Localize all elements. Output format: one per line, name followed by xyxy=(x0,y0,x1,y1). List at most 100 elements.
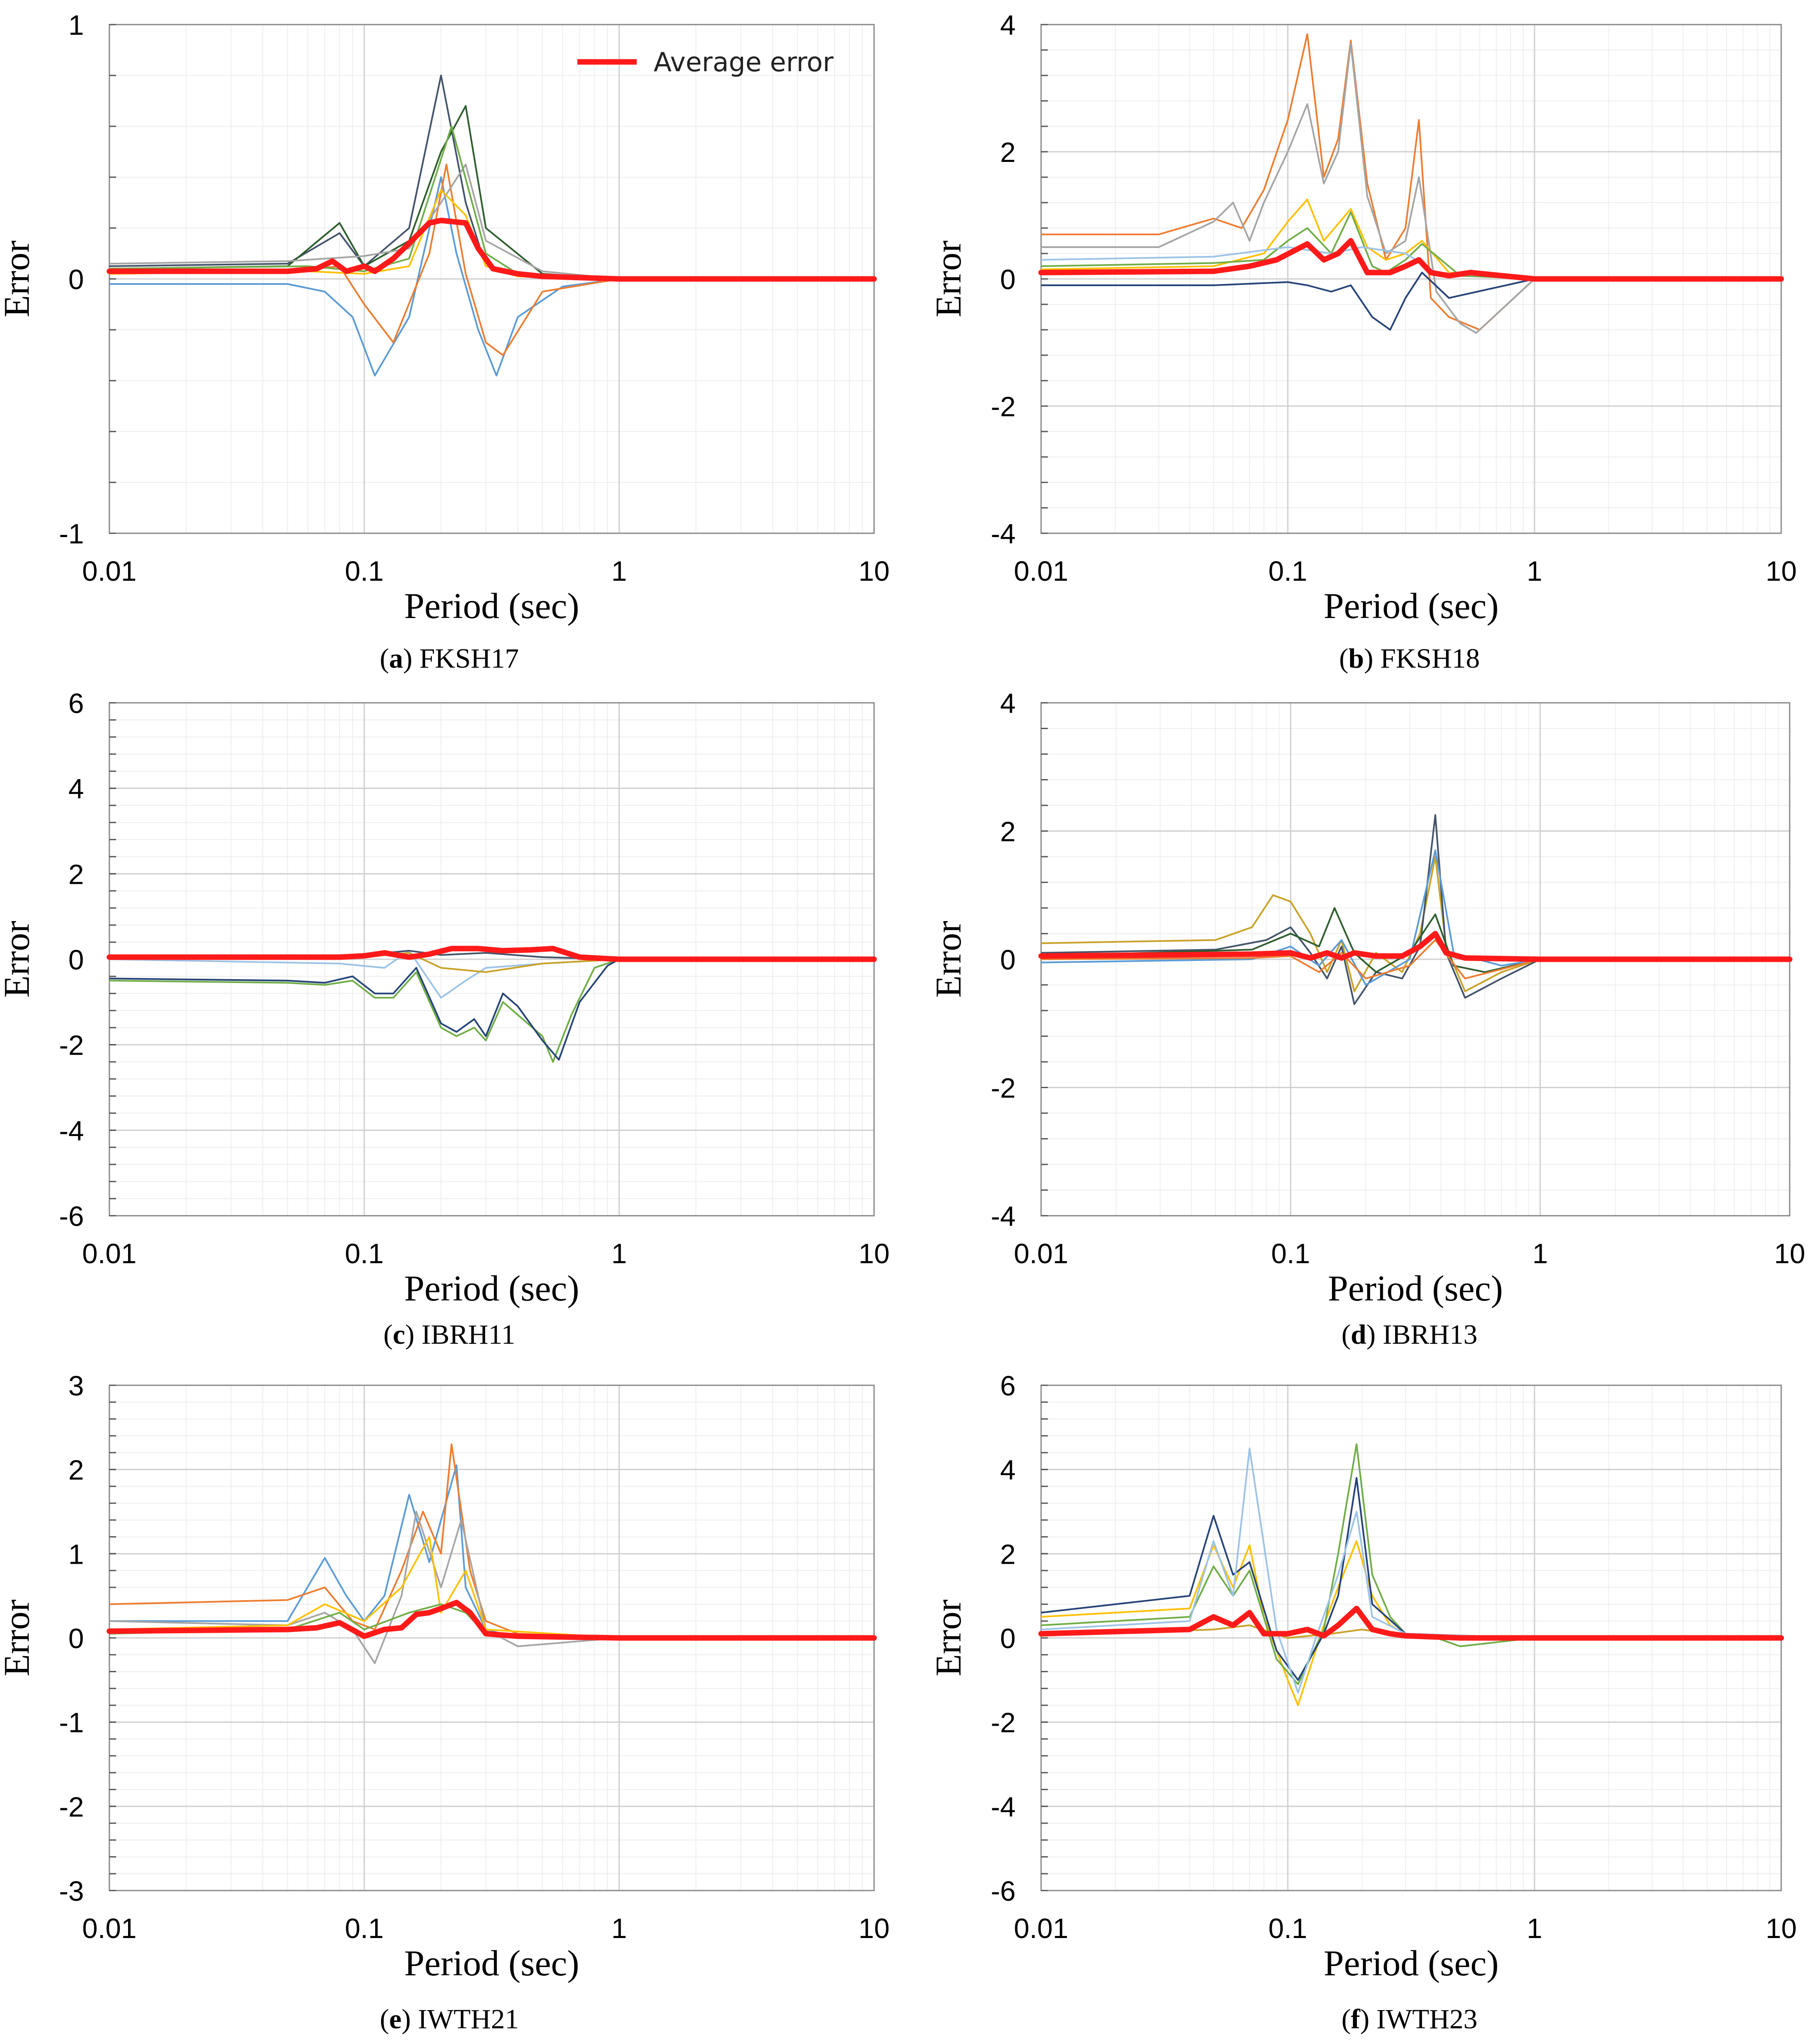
x-tick-label: 0.01 xyxy=(82,1913,136,1944)
sample-series-line xyxy=(1041,856,1790,992)
panel-caption: (d) IBRH13 xyxy=(1342,1319,1478,1350)
y-tick-label: 1 xyxy=(68,9,84,41)
panel-b: 0.01 0.1 1 10 -4 -2 0 2 4 Period (sec) Error (b) FK… xyxy=(928,9,1797,674)
x-tick-label: 10 xyxy=(858,555,889,587)
average-error-line xyxy=(106,217,877,282)
y-tick-label: 6 xyxy=(68,688,84,719)
y-tick-label: 1 xyxy=(68,1538,84,1570)
average-error-line xyxy=(106,946,877,962)
panel-caption: (b) FKSH18 xyxy=(1339,643,1480,674)
y-tick-label: -4 xyxy=(59,1115,84,1146)
y-tick-label: 2 xyxy=(68,858,84,890)
sample-series-line xyxy=(1041,272,1781,331)
x-tick-label: 0.1 xyxy=(1268,1913,1307,1944)
x-tick-label: 0.1 xyxy=(1271,1238,1310,1269)
x-axis-title: Period (sec) xyxy=(1328,1268,1503,1309)
x-axis-title: Period (sec) xyxy=(404,1943,579,1983)
average-error-line xyxy=(106,1600,877,1641)
y-tick-label: 0 xyxy=(68,944,84,975)
sample-series-line xyxy=(109,1536,874,1639)
sample-series-line xyxy=(109,176,874,376)
y-tick-label: 3 xyxy=(68,1370,84,1401)
y-tick-label: 2 xyxy=(68,1454,84,1486)
x-axis-title: Period (sec) xyxy=(404,1268,579,1309)
sample-series-line xyxy=(1041,211,1781,280)
y-tick-label: -3 xyxy=(59,1875,84,1907)
x-tick-label: 1 xyxy=(611,1238,627,1269)
sample-series-line xyxy=(1041,939,1790,980)
x-tick-label: 10 xyxy=(1774,1238,1805,1269)
y-tick-label: -1 xyxy=(59,1707,84,1738)
y-tick-label: 0 xyxy=(68,264,84,295)
y-axis-title: Error xyxy=(0,921,37,997)
y-tick-label: 4 xyxy=(1000,688,1016,719)
series-group xyxy=(1038,33,1784,334)
y-tick-label: -6 xyxy=(991,1875,1016,1907)
y-tick-label: 0 xyxy=(1000,264,1016,295)
y-tick-label: -6 xyxy=(59,1200,84,1232)
x-tick-label: 0.1 xyxy=(1268,555,1307,587)
y-tick-label: -4 xyxy=(991,518,1016,549)
y-tick-label: 0 xyxy=(1000,1623,1016,1654)
sample-series-line xyxy=(1041,1477,1781,1681)
x-tick-label: 1 xyxy=(611,555,627,587)
average-error-line xyxy=(1038,931,1793,962)
panel-d: 0.01 0.1 1 10 -4 -2 0 2 4 Period (sec) Error (d) IB… xyxy=(928,688,1805,1350)
x-tick-label: 0.1 xyxy=(345,555,384,587)
y-tick-label: -2 xyxy=(59,1030,84,1061)
x-tick-label: 1 xyxy=(1527,1913,1543,1944)
x-tick-label: 1 xyxy=(1527,555,1543,587)
panel-caption: (e) IWTH21 xyxy=(380,2004,519,2035)
y-axis-title: Error xyxy=(928,1599,969,1676)
legend: Average error xyxy=(577,47,834,78)
x-tick-label: 0.1 xyxy=(345,1238,384,1269)
y-tick-label: -1 xyxy=(59,518,84,549)
y-tick-label: 2 xyxy=(1000,136,1016,168)
sample-series-line xyxy=(1041,1443,1781,1685)
y-tick-label: 4 xyxy=(1000,1454,1016,1486)
sample-series-line xyxy=(1041,907,1790,973)
legend-label: Average error xyxy=(654,47,834,78)
panel-f: 0.01 0.1 1 10 -6 -4 -2 0 2 4 6 Period (sec) Error (f)… xyxy=(928,1370,1797,2035)
x-axis-title: Period (sec) xyxy=(1323,1943,1498,1983)
sample-series-line xyxy=(1041,43,1781,334)
x-tick-label: 0.01 xyxy=(1014,1238,1068,1269)
y-axis-title: Error xyxy=(0,1599,37,1676)
x-tick-label: 0.01 xyxy=(82,555,136,587)
y-tick-label: 6 xyxy=(1000,1370,1016,1401)
x-tick-label: 0.1 xyxy=(345,1913,384,1944)
x-tick-label: 0.01 xyxy=(1014,1913,1068,1944)
panel-e: 0.01 0.1 1 10 -3 -2 -1 0 1 2 3 Period (sec) Error (e)… xyxy=(0,1370,890,2035)
sample-series-line xyxy=(109,958,874,1063)
x-tick-label: 10 xyxy=(858,1238,889,1269)
panel-caption: (c) IBRH11 xyxy=(384,1319,515,1350)
x-axis-title: Period (sec) xyxy=(1323,585,1498,626)
x-tick-label: 10 xyxy=(1766,555,1796,587)
series-group xyxy=(106,75,877,376)
y-tick-label: 2 xyxy=(1000,816,1016,847)
y-tick-label: -2 xyxy=(991,1707,1016,1738)
x-tick-label: 0.01 xyxy=(1014,555,1068,587)
sample-series-line xyxy=(1041,33,1781,331)
x-tick-label: 10 xyxy=(1766,1913,1796,1944)
y-tick-label: 0 xyxy=(68,1623,84,1654)
sample-series-line xyxy=(109,1511,874,1664)
y-tick-label: -4 xyxy=(991,1200,1016,1232)
average-error-line xyxy=(1038,238,1784,282)
y-tick-label: 0 xyxy=(1000,944,1016,975)
y-tick-label: -4 xyxy=(991,1791,1016,1822)
x-tick-label: 1 xyxy=(1532,1238,1548,1269)
panel-caption: (f) IWTH23 xyxy=(1342,2004,1478,2035)
y-tick-label: 4 xyxy=(68,773,84,805)
panel-c: 0.01 0.1 1 10 -6 -4 -2 0 2 4 6 Period (sec) Error (c)… xyxy=(0,688,890,1350)
x-axis-title: Period (sec) xyxy=(404,585,579,626)
y-tick-label: -2 xyxy=(991,1072,1016,1104)
sample-series-line xyxy=(1041,1448,1781,1694)
series-group xyxy=(1038,814,1793,1005)
y-axis-title: Error xyxy=(928,921,969,997)
sample-series-line xyxy=(109,958,874,1061)
y-tick-label: -2 xyxy=(59,1791,84,1822)
series-group xyxy=(1038,1443,1784,1706)
panel-a: 0.01 0.1 1 10 -1 0 1 Average error Period (sec) E… xyxy=(0,9,890,674)
